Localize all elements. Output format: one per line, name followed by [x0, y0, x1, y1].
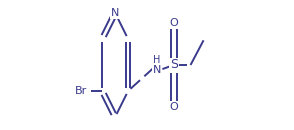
Text: S: S	[170, 58, 178, 72]
Text: H: H	[153, 55, 161, 65]
Text: O: O	[169, 102, 178, 112]
Text: O: O	[169, 18, 178, 28]
Text: N: N	[153, 65, 161, 75]
Text: N: N	[111, 8, 119, 18]
Text: Br: Br	[75, 86, 87, 96]
